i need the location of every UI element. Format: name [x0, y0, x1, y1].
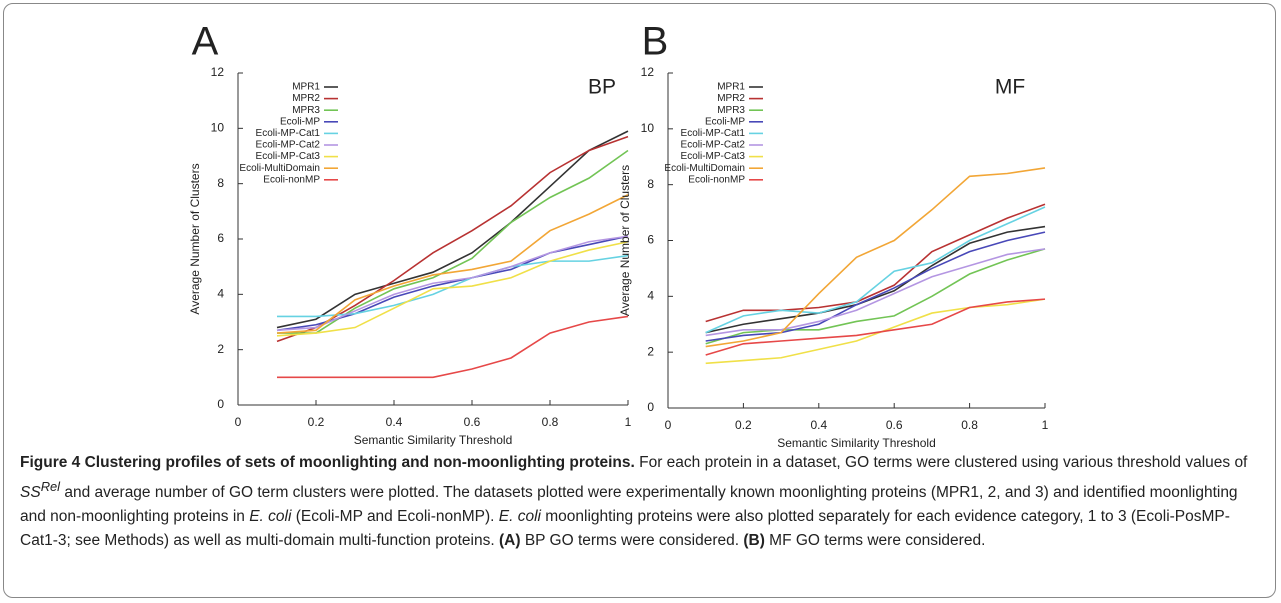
- x-tick-label: 0.8: [961, 418, 978, 432]
- y-tick-label: 12: [641, 65, 655, 79]
- y-tick-label: 4: [217, 287, 224, 301]
- series-line: [277, 315, 629, 379]
- y-tick-label: 6: [217, 231, 224, 245]
- caption-species: E. coli: [249, 508, 292, 526]
- series-line: [705, 248, 1046, 337]
- series-line: [276, 130, 629, 329]
- series-line: [277, 149, 629, 334]
- x-tick-label: 0.2: [308, 415, 325, 429]
- series-line: [705, 167, 1046, 348]
- legend-label: Ecoli-MP-Cat2: [681, 140, 746, 151]
- y-tick-label: 2: [647, 344, 654, 358]
- panel-annotation: MF: [995, 76, 1025, 99]
- panel-label: A: [192, 20, 219, 64]
- legend-label: Ecoli-MP-Cat1: [256, 128, 321, 139]
- y-tick-label: 8: [647, 177, 654, 191]
- y-axis-label: Average Number of Clusters: [618, 165, 632, 316]
- series-line: [705, 231, 1046, 342]
- y-tick-label: 8: [217, 176, 224, 190]
- caption-text: BP GO terms were considered.: [520, 532, 744, 550]
- figure-caption: Figure 4 Clustering profiles of sets of …: [20, 451, 1265, 553]
- legend-label: Ecoli-nonMP: [688, 174, 745, 185]
- legend-label: MPR3: [292, 105, 320, 116]
- y-tick-label: 10: [211, 121, 225, 135]
- series-line: [277, 254, 629, 318]
- series-line: [705, 203, 1046, 323]
- legend-label: Ecoli-MultiDomain: [664, 163, 745, 174]
- y-tick-label: 0: [217, 397, 224, 411]
- legend-label: Ecoli-MP: [705, 116, 745, 127]
- x-tick-label: 0.8: [542, 415, 559, 429]
- y-tick-label: 4: [647, 289, 654, 303]
- caption-text: For each protein in a dataset, GO terms …: [634, 454, 1248, 471]
- legend-label: Ecoli-MP-Cat3: [681, 151, 746, 162]
- legend-label: Ecoli-MP: [280, 116, 320, 127]
- x-tick-label: 0.4: [386, 415, 403, 429]
- legend-label: Ecoli-MultiDomain: [239, 163, 320, 174]
- y-tick-label: 6: [647, 233, 654, 247]
- series-line: [705, 298, 1046, 356]
- figure-frame: [3, 3, 1276, 598]
- panel-label: B: [642, 20, 669, 64]
- caption-title: Figure 4 Clustering profiles of sets of …: [20, 454, 635, 471]
- y-tick-label: 2: [217, 342, 224, 356]
- x-tick-label: 1: [1042, 418, 1049, 432]
- caption-text: MF GO terms were considered.: [764, 532, 986, 550]
- x-axis-label: Semantic Similarity Threshold: [354, 433, 513, 447]
- x-tick-label: 0: [235, 415, 242, 429]
- series-line: [276, 135, 629, 343]
- caption-text: (Ecoli-MP and Ecoli-nonMP).: [291, 508, 499, 526]
- legend-label: MPR3: [717, 105, 745, 116]
- series-line: [705, 248, 1046, 345]
- x-axis-label: Semantic Similarity Threshold: [777, 436, 936, 450]
- caption-text: and average number of GO term clusters w…: [20, 484, 1238, 526]
- x-tick-label: 0.6: [464, 415, 481, 429]
- caption-symbol: SS: [20, 484, 41, 502]
- legend-label: Ecoli-MP-Cat2: [256, 140, 321, 151]
- caption-text: moonlighting proteins were also plotted …: [20, 508, 1230, 550]
- y-tick-label: 12: [211, 65, 225, 79]
- series-line: [705, 298, 1046, 365]
- legend-label: MPR1: [292, 82, 320, 93]
- legend-label: MPR2: [292, 93, 320, 104]
- y-tick-label: 0: [647, 400, 654, 414]
- x-tick-label: 0: [665, 418, 672, 432]
- series-line: [276, 240, 629, 337]
- legend-label: MPR2: [717, 93, 745, 104]
- caption-species: E. coli: [498, 508, 541, 526]
- x-tick-label: 0.2: [735, 418, 752, 432]
- legend-label: Ecoli-nonMP: [263, 174, 320, 185]
- x-tick-label: 0.4: [810, 418, 827, 432]
- series-line: [705, 206, 1046, 334]
- y-axis-label: Average Number of Clusters: [188, 163, 202, 314]
- series-line: [276, 194, 629, 334]
- legend-label: MPR1: [717, 82, 745, 93]
- x-tick-label: 0.6: [886, 418, 903, 432]
- legend-label: Ecoli-MP-Cat3: [256, 151, 321, 162]
- caption-panel-ref: (A): [498, 532, 521, 550]
- series-line: [276, 235, 629, 332]
- panel-annotation: BP: [588, 76, 616, 99]
- x-tick-label: 1: [625, 415, 632, 429]
- legend-label: Ecoli-MP-Cat1: [681, 128, 746, 139]
- series-line: [705, 225, 1046, 334]
- caption-superscript: Rel: [40, 479, 61, 494]
- y-tick-label: 10: [641, 121, 655, 135]
- caption-panel-ref: (B): [743, 532, 765, 550]
